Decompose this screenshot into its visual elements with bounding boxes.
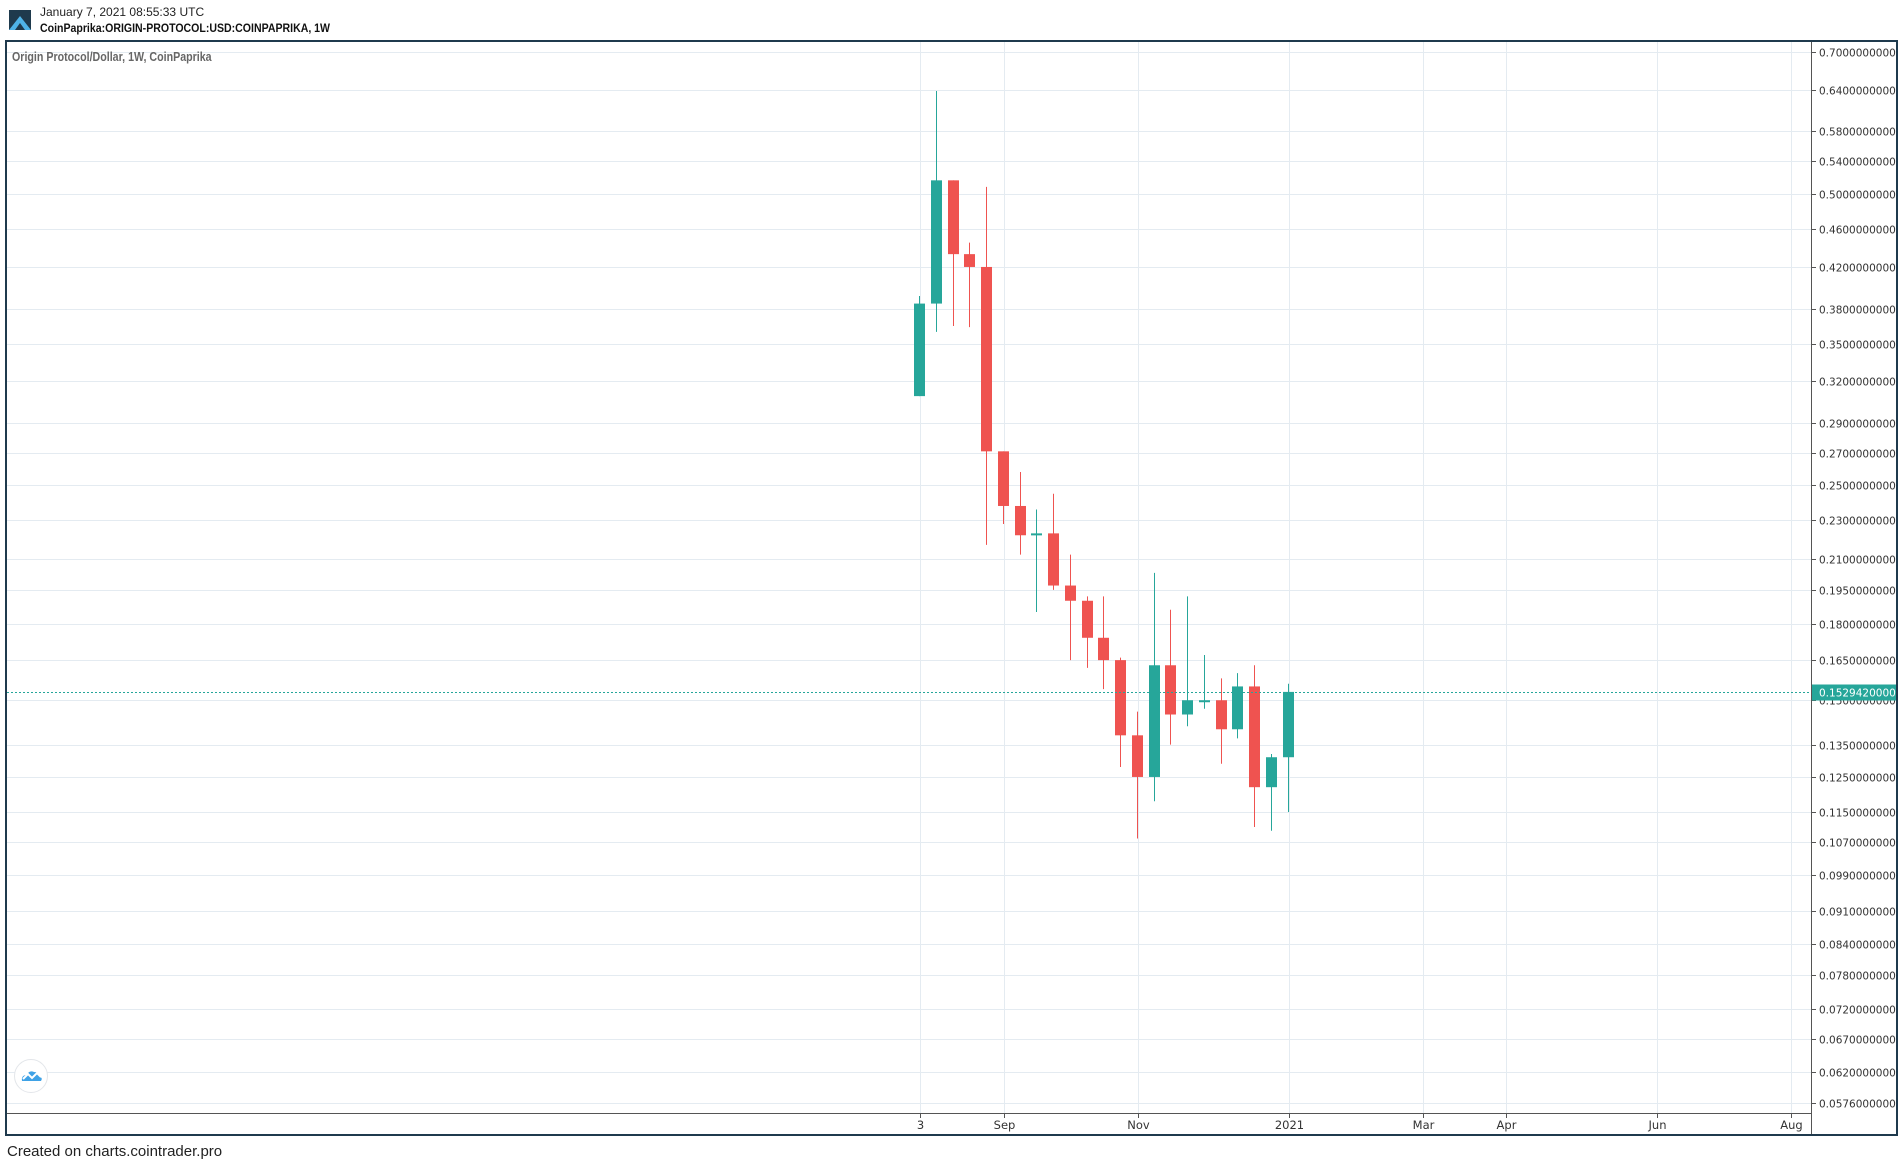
last-price-badge: 0.1529420000	[1812, 684, 1896, 701]
price-tick-label: 0.1150000000	[1819, 808, 1896, 820]
candle[interactable]	[1182, 596, 1193, 727]
candle[interactable]	[1149, 572, 1160, 802]
candle[interactable]	[1065, 554, 1076, 661]
candle[interactable]	[1266, 754, 1277, 831]
price-tick-label: 0.2100000000	[1819, 555, 1896, 567]
price-tick-label: 0.0670000000	[1819, 1035, 1896, 1047]
time-tick-label: Nov	[1127, 1118, 1150, 1132]
price-tick-label: 0.0780000000	[1819, 971, 1896, 983]
cointrader-watermark	[14, 1059, 48, 1093]
time-tick-label: Jun	[1648, 1118, 1667, 1132]
candle[interactable]	[1283, 683, 1294, 813]
candle[interactable]	[1232, 673, 1243, 739]
price-tick-label: 0.1950000000	[1819, 586, 1896, 598]
price-tick-label: 0.5400000000	[1819, 157, 1896, 169]
grid-lines	[7, 42, 1811, 1113]
candle[interactable]	[1216, 678, 1227, 764]
candles	[914, 91, 1294, 839]
price-tick-label: 0.2900000000	[1819, 419, 1896, 431]
candle[interactable]	[1249, 665, 1260, 827]
price-tick-label: 0.2300000000	[1819, 516, 1896, 528]
price-tick-label: 0.2700000000	[1819, 449, 1896, 461]
price-tick-label: 0.1070000000	[1819, 838, 1896, 850]
price-tick-label: 0.1250000000	[1819, 773, 1896, 785]
footer-credit: Created on charts.cointrader.pro	[7, 1143, 223, 1160]
svg-text:0.1529420000: 0.1529420000	[1819, 688, 1896, 700]
price-tick-label: 0.3200000000	[1819, 377, 1896, 389]
price-tick-label: 0.5000000000	[1819, 190, 1896, 202]
price-tick-label: 0.1650000000	[1819, 656, 1896, 668]
price-tick-label: 0.0576000000	[1819, 1099, 1896, 1111]
time-tick-label: Apr	[1497, 1118, 1517, 1132]
price-tick-label: 0.3500000000	[1819, 340, 1896, 352]
price-tick-label: 0.3800000000	[1819, 305, 1896, 317]
candle[interactable]	[1082, 596, 1093, 668]
symbol-title: CoinPaprika:ORIGIN-PROTOCOL:USD:COINPAPR…	[40, 21, 331, 35]
time-tick-label: 2021	[1275, 1118, 1304, 1132]
snapshot-timestamp: January 7, 2021 08:55:33 UTC	[40, 5, 205, 19]
candle[interactable]	[1115, 657, 1126, 767]
candle[interactable]	[948, 180, 959, 327]
price-tick-label: 0.6400000000	[1819, 86, 1896, 98]
chart-frame	[5, 40, 1898, 1136]
candle[interactable]	[964, 242, 975, 328]
price-tick-label: 0.7000000000	[1819, 48, 1896, 60]
chart-header: January 7, 2021 08:55:33 UTC CoinPaprika…	[0, 0, 1904, 40]
candle[interactable]	[998, 451, 1009, 525]
time-tick-label: Mar	[1413, 1118, 1435, 1132]
candle[interactable]	[1199, 655, 1210, 709]
candle[interactable]	[914, 295, 925, 397]
time-tick-label: Aug	[1780, 1118, 1802, 1132]
cointrader-logo-icon	[9, 10, 31, 30]
candle[interactable]	[1098, 596, 1109, 690]
price-tick-label: 0.0840000000	[1819, 940, 1896, 952]
price-tick-label: 0.4600000000	[1819, 225, 1896, 237]
time-axis[interactable]: 3 Sep Nov 2021 Mar Apr Jun Aug	[917, 1113, 1803, 1132]
price-tick-label: 0.1350000000	[1819, 741, 1896, 753]
price-tick-label: 0.1800000000	[1819, 620, 1896, 632]
price-tick-label: 0.0990000000	[1819, 871, 1896, 883]
candle[interactable]	[1048, 493, 1059, 590]
candle[interactable]	[981, 186, 992, 545]
price-tick-label: 0.0720000000	[1819, 1005, 1896, 1017]
time-tick-label: 3	[917, 1118, 924, 1132]
price-tick-label: 0.0910000000	[1819, 907, 1896, 919]
price-tick-label: 0.5800000000	[1819, 127, 1896, 139]
candle[interactable]	[1165, 609, 1176, 745]
candle[interactable]	[1031, 509, 1042, 612]
candle[interactable]	[1132, 711, 1143, 839]
price-tick-label: 0.4200000000	[1819, 263, 1896, 275]
candle[interactable]	[1015, 472, 1026, 555]
price-axis[interactable]: 0.7000000000 0.6400000000 0.5800000000 0.54…	[1811, 48, 1896, 1111]
price-tick-label: 0.0620000000	[1819, 1068, 1896, 1080]
price-tick-label: 0.2500000000	[1819, 481, 1896, 493]
series-legend-label: Origin Protocol/Dollar, 1W, CoinPaprika	[12, 49, 212, 64]
cloud-chart-icon	[21, 1071, 42, 1081]
candle[interactable]	[931, 91, 942, 332]
time-tick-label: Sep	[994, 1118, 1016, 1132]
